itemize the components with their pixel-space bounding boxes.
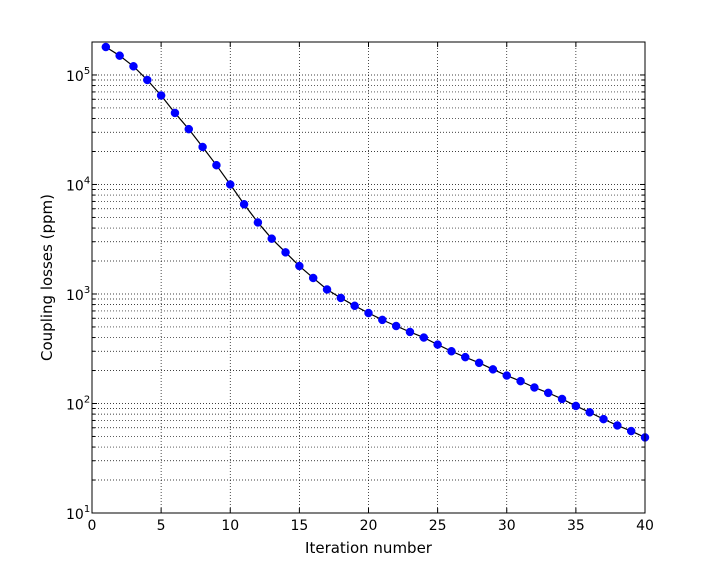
x-tick-label: 20 xyxy=(360,518,378,534)
data-point xyxy=(267,234,276,243)
y-axis-label: Coupling losses (ppm) xyxy=(38,194,56,361)
data-point xyxy=(502,371,511,380)
y-tick-labels: 101 102 103 104 105 xyxy=(66,66,90,523)
data-point xyxy=(239,199,249,209)
data-point xyxy=(336,293,346,303)
data-point xyxy=(364,308,373,318)
data-point xyxy=(571,401,581,411)
data-point xyxy=(378,315,387,325)
data-point xyxy=(557,394,567,404)
data-point xyxy=(129,62,138,71)
data-point xyxy=(461,352,470,362)
data-point xyxy=(474,358,484,368)
data-point xyxy=(447,346,456,356)
data-point xyxy=(585,408,594,417)
data-point xyxy=(156,91,166,100)
data-point xyxy=(308,273,318,283)
data-point xyxy=(115,51,124,60)
data-point xyxy=(433,340,442,349)
data-point xyxy=(350,301,359,311)
data-point xyxy=(226,180,235,189)
x-tick-labels: 0 5 10 15 20 25 30 35 40 xyxy=(88,518,654,534)
x-tick-label: 25 xyxy=(429,518,447,534)
data-point xyxy=(543,388,553,398)
x-axis-label: Iteration number xyxy=(305,539,433,557)
data-point xyxy=(488,365,498,374)
data-point xyxy=(626,426,636,436)
data-point xyxy=(419,333,429,342)
x-tick-label: 35 xyxy=(567,518,585,534)
y-tick-label: 101 xyxy=(66,504,90,523)
data-point xyxy=(613,421,622,430)
x-tick-label: 15 xyxy=(290,518,308,534)
data-point xyxy=(212,160,221,170)
data-point xyxy=(322,285,332,294)
data-point xyxy=(281,248,290,257)
x-tick-label: 5 xyxy=(157,518,166,534)
y-tick-label: 103 xyxy=(66,285,90,304)
data-point xyxy=(599,414,608,424)
data-point xyxy=(101,42,111,52)
data-point xyxy=(295,261,304,271)
x-tick-label: 30 xyxy=(498,518,516,534)
x-tick-label: 40 xyxy=(636,518,654,534)
y-tick-label: 104 xyxy=(66,175,90,194)
data-point xyxy=(198,142,207,152)
x-tick-label: 0 xyxy=(88,518,97,534)
y-tick-label: 105 xyxy=(66,66,90,85)
data-point xyxy=(391,321,401,331)
data-point xyxy=(253,218,263,227)
plot-frame xyxy=(91,41,646,514)
data-point xyxy=(184,124,194,134)
data-point xyxy=(530,383,539,392)
series-line xyxy=(105,46,646,438)
data-series xyxy=(101,42,650,442)
data-point xyxy=(170,108,180,118)
x-tick-label: 10 xyxy=(221,518,239,534)
data-point xyxy=(516,376,525,386)
data-point xyxy=(405,327,415,337)
data-point xyxy=(143,75,152,85)
y-tick-label: 102 xyxy=(66,394,90,413)
grid xyxy=(92,42,645,513)
